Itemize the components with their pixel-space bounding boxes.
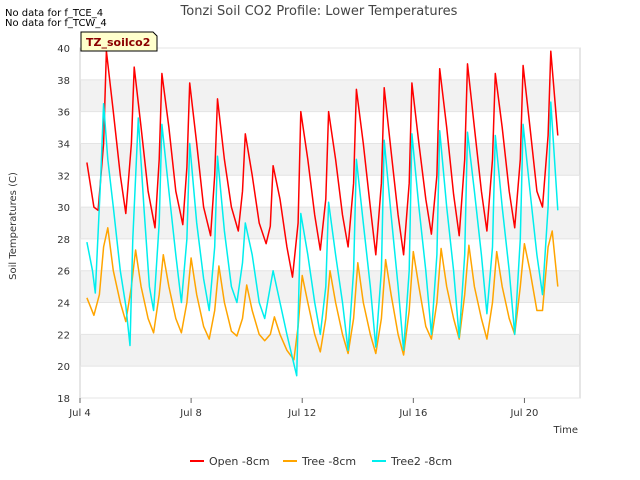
no-data-note-tcw: No data for f_TCW_4 — [5, 18, 107, 29]
no-data-note-tce: No data for f_TCE_4 — [5, 8, 104, 19]
y-axis-ticks: 18 20 22 24 26 28 30 32 34 36 38 40 — [57, 44, 70, 405]
y-tick-label: 38 — [57, 76, 70, 87]
chart-legend: Open -8cm Tree -8cm Tree2 -8cm — [190, 455, 452, 468]
y-tick-label: 22 — [57, 330, 70, 341]
x-tick-label: Jul 20 — [509, 408, 538, 419]
grid-bands — [80, 47, 580, 399]
legend-label: Open -8cm — [209, 455, 270, 468]
x-tick-label: Jul 16 — [398, 408, 427, 419]
chart-title: Tonzi Soil CO2 Profile: Lower Temperatur… — [180, 4, 458, 19]
y-tick-label: 20 — [57, 362, 70, 373]
grid-band — [80, 79, 580, 112]
series-line — [86, 101, 559, 377]
y-tick-label: 24 — [57, 299, 70, 310]
x-tick-label: Jul 8 — [179, 408, 202, 419]
legend-label: Tree -8cm — [301, 455, 356, 468]
badge-label: TZ_soilco2 — [86, 36, 150, 49]
x-axis-ticks: Jul 4 Jul 8 Jul 12 Jul 16 Jul 20 — [68, 398, 538, 419]
series-line — [86, 227, 559, 361]
y-tick-label: 40 — [57, 44, 70, 55]
y-tick-label: 26 — [57, 267, 70, 278]
x-tick-label: Jul 12 — [287, 408, 316, 419]
legend-label: Tree2 -8cm — [390, 455, 452, 468]
y-tick-label: 30 — [57, 203, 70, 214]
y-tick-label: 34 — [57, 139, 70, 150]
x-axis-label: Time — [553, 425, 578, 436]
tz-soilco2-badge: TZ_soilco2 — [80, 31, 158, 52]
y-tick-label: 18 — [57, 394, 70, 405]
y-tick-label: 36 — [57, 108, 70, 119]
y-tick-label: 32 — [57, 171, 70, 182]
series-line — [86, 50, 559, 278]
y-tick-label: 28 — [57, 235, 70, 246]
x-tick-label: Jul 4 — [68, 408, 91, 419]
series-lines — [86, 50, 559, 377]
grid-band — [80, 334, 580, 367]
y-axis-label: Soil Temperatures (C) — [8, 172, 19, 280]
